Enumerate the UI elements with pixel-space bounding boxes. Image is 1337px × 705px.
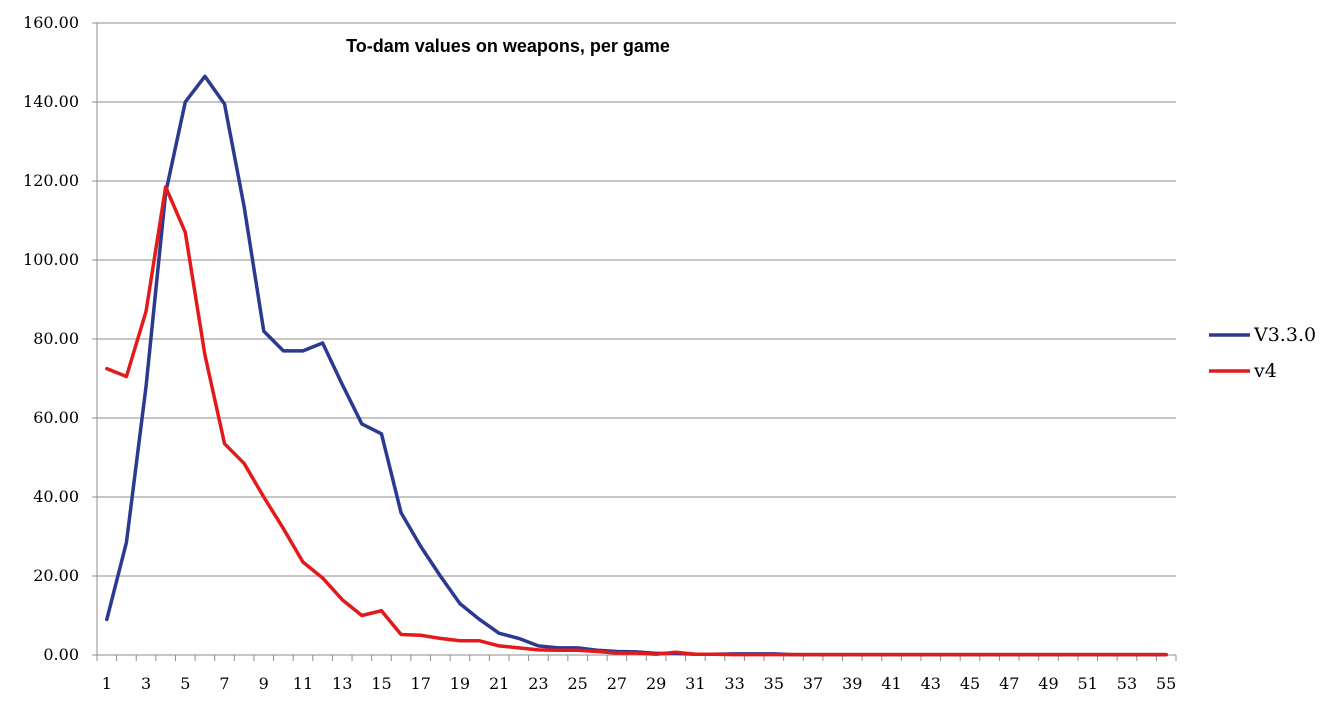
x-tick-label: 9 bbox=[259, 674, 269, 693]
x-tick-label: 5 bbox=[180, 674, 190, 693]
x-tick-label: 37 bbox=[803, 674, 823, 693]
y-tick-label: 160.00 bbox=[23, 13, 79, 32]
x-tick-label: 49 bbox=[1038, 674, 1058, 693]
x-tick-label: 45 bbox=[960, 674, 980, 693]
x-axis-ticks: 1 3 5 7 9 11 13 15 17 19 21 23 25 27 29 31 33 35 37 39 41 43 4… bbox=[102, 674, 1177, 693]
axes bbox=[92, 22, 1177, 661]
x-tick-label: 13 bbox=[332, 674, 352, 693]
x-tick-label: 43 bbox=[921, 674, 941, 693]
grid-lines bbox=[97, 22, 1176, 577]
y-tick-label: 140.00 bbox=[23, 92, 79, 111]
x-tick-label: 21 bbox=[489, 674, 509, 693]
x-tick-label: 3 bbox=[141, 674, 151, 693]
legend-label: V3.3.0 bbox=[1253, 324, 1316, 346]
x-tick-label: 25 bbox=[567, 674, 587, 693]
x-tick-label: 41 bbox=[881, 674, 901, 693]
x-tick-label: 47 bbox=[999, 674, 1019, 693]
y-tick-label: 40.00 bbox=[33, 487, 79, 506]
x-tick-label: 33 bbox=[724, 674, 744, 693]
x-tick-label: 51 bbox=[1078, 674, 1098, 693]
y-tick-label: 20.00 bbox=[33, 566, 79, 585]
x-tick-label: 27 bbox=[607, 674, 627, 693]
y-axis-ticks: 0.00 20.00 40.00 60.00 80.00 100.00 120.00 140.… bbox=[23, 13, 79, 664]
x-tick-label: 19 bbox=[450, 674, 470, 693]
series-line-v4 bbox=[105, 185, 1168, 657]
x-tick-label: 55 bbox=[1156, 674, 1176, 693]
y-tick-label: 80.00 bbox=[33, 329, 79, 348]
series-lines bbox=[105, 74, 1168, 657]
x-tick-label: 1 bbox=[102, 674, 112, 693]
y-tick-label: 60.00 bbox=[33, 408, 79, 427]
y-tick-label: 0.00 bbox=[43, 645, 79, 664]
y-tick-label: 100.00 bbox=[23, 250, 79, 269]
x-tick-label: 29 bbox=[646, 674, 666, 693]
series-line-v3-3-0 bbox=[105, 74, 1168, 657]
legend-label: v4 bbox=[1253, 360, 1277, 382]
x-tick-label: 23 bbox=[528, 674, 548, 693]
x-tick-label: 7 bbox=[219, 674, 229, 693]
x-tick-label: 31 bbox=[685, 674, 705, 693]
x-tick-label: 17 bbox=[411, 674, 431, 693]
y-tick-label: 120.00 bbox=[23, 171, 79, 190]
x-tick-label: 53 bbox=[1117, 674, 1137, 693]
chart-title: To-dam values on weapons, per game bbox=[346, 36, 670, 56]
x-tick-label: 39 bbox=[842, 674, 862, 693]
x-tick-label: 15 bbox=[371, 674, 391, 693]
legend: V3.3.0 v4 bbox=[1209, 324, 1316, 382]
x-tick-label: 11 bbox=[293, 674, 313, 693]
x-tick-label: 35 bbox=[764, 674, 784, 693]
